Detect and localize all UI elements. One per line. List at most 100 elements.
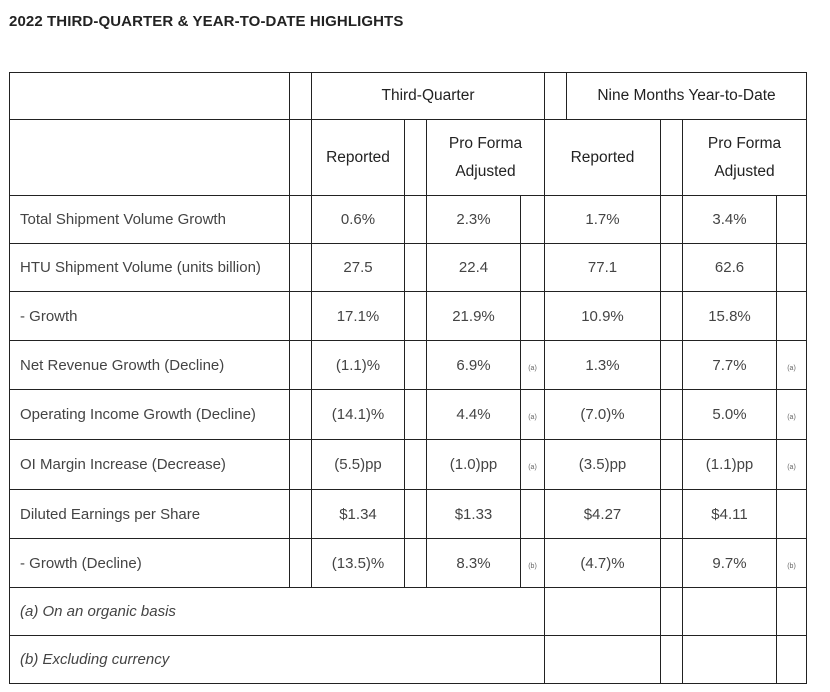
y-footnote-marker: (a) <box>776 389 807 440</box>
y-footnote-marker <box>776 291 807 341</box>
footnote-row: (b) Excluding currency <box>9 635 807 684</box>
q-reported-value: $1.34 <box>311 489 405 539</box>
y-footnote-marker <box>776 243 807 292</box>
spacer-cell <box>289 489 312 539</box>
y-pro-forma-line2: Adjusted <box>714 162 775 180</box>
y-reported-header: Reported <box>544 119 661 196</box>
footnote-text: (a) On an organic basis <box>9 587 545 636</box>
footnote-marker: (a) <box>528 364 537 372</box>
row-label: - Growth <box>9 291 290 341</box>
table-row: Diluted Earnings per Share $1.34 $1.33 $4.2… <box>9 489 807 539</box>
footnote-marker: (b) <box>787 562 796 570</box>
spacer-cell <box>660 195 683 244</box>
q-pro-forma-value: (1.0)pp <box>426 439 521 490</box>
spacer-cell <box>660 243 683 292</box>
spacer-cell <box>660 389 683 440</box>
q-footnote-marker <box>520 489 545 539</box>
row-label: Diluted Earnings per Share <box>9 489 290 539</box>
q-pro-forma-value: 8.3% <box>426 538 521 588</box>
q-footnote-marker <box>520 195 545 244</box>
page-title: 2022 THIRD-QUARTER & YEAR-TO-DATE HIGHLI… <box>9 13 404 30</box>
spacer-cell <box>289 340 312 390</box>
table-row: OI Margin Increase (Decrease) (5.5)pp (1.0… <box>9 439 807 490</box>
y-pro-forma-value: 62.6 <box>682 243 777 292</box>
q-reported-value: 0.6% <box>311 195 405 244</box>
q-footnote-marker: (b) <box>520 538 545 588</box>
q-pro-forma-line2: Adjusted <box>455 162 516 180</box>
table-row: Net Revenue Growth (Decline) (1.1)% 6.9% (a… <box>9 340 807 390</box>
q-reported-value: 17.1% <box>311 291 405 341</box>
row-label: Total Shipment Volume Growth <box>9 195 290 244</box>
footnote-marker: (a) <box>528 414 537 421</box>
spacer-cell <box>404 243 427 292</box>
footnote-marker: (a) <box>528 464 537 471</box>
y-reported-value: 1.7% <box>544 195 661 244</box>
q-pro-forma-header: Pro Forma Adjusted <box>426 119 545 196</box>
q-reported-header: Reported <box>311 119 405 196</box>
footnote-row: (a) On an organic basis <box>9 587 807 636</box>
row-label: Net Revenue Growth (Decline) <box>9 340 290 390</box>
y-reported-value: $4.27 <box>544 489 661 539</box>
y-footnote-marker: (a) <box>776 439 807 490</box>
spacer-cell <box>660 340 683 390</box>
spacer-cell <box>776 635 807 684</box>
header-row-periods: Third-Quarter Nine Months Year-to-Date <box>9 72 807 120</box>
spacer-cell <box>660 489 683 539</box>
q-footnote-marker: (a) <box>520 389 545 440</box>
q-pro-forma-value: 6.9% <box>426 340 521 390</box>
table-row: Total Shipment Volume Growth 0.6% 2.3% 1.7%… <box>9 195 807 244</box>
footnote-marker: (a) <box>787 364 796 372</box>
row-label: HTU Shipment Volume (units billion) <box>9 243 290 292</box>
spacer-cell <box>289 291 312 341</box>
y-pro-forma-value: 15.8% <box>682 291 777 341</box>
y-reported-value: (3.5)pp <box>544 439 661 490</box>
spacer-cell <box>404 195 427 244</box>
y-reported-value: (4.7)% <box>544 538 661 588</box>
spacer-cell <box>289 538 312 588</box>
spacer-cell <box>404 340 427 390</box>
y-footnote-marker <box>776 195 807 244</box>
header-row-columns: Reported Pro Forma Adjusted Reported Pro… <box>9 119 807 196</box>
q-pro-forma-value: 22.4 <box>426 243 521 292</box>
y-footnote-marker <box>776 489 807 539</box>
y-pro-forma-line1: Pro Forma <box>707 134 782 152</box>
table-row: - Growth 17.1% 21.9% 10.9% 15.8% <box>9 291 807 341</box>
q-reported-value: 27.5 <box>311 243 405 292</box>
y-pro-forma-value: 3.4% <box>682 195 777 244</box>
highlights-table: Third-Quarter Nine Months Year-to-Date R… <box>9 72 807 684</box>
spacer-cell <box>289 439 312 490</box>
row-label: OI Margin Increase (Decrease) <box>9 439 290 490</box>
y-footnote-marker: (a) <box>776 340 807 390</box>
y-pro-forma-value: 9.7% <box>682 538 777 588</box>
q-pro-forma-value: 2.3% <box>426 195 521 244</box>
spacer-cell <box>660 538 683 588</box>
y-pro-forma-header: Pro Forma Adjusted <box>682 119 807 196</box>
y-pro-forma-value: $4.11 <box>682 489 777 539</box>
q-footnote-marker: (a) <box>520 340 545 390</box>
q-reported-value: (1.1)% <box>311 340 405 390</box>
spacer-cell <box>404 439 427 490</box>
spacer-cell <box>404 489 427 539</box>
spacer-cell <box>289 389 312 440</box>
q-pro-forma-value: 21.9% <box>426 291 521 341</box>
spacer-cell <box>776 587 807 636</box>
spacer-cell <box>404 538 427 588</box>
row-label: - Growth (Decline) <box>9 538 290 588</box>
spacer-cell <box>660 587 683 636</box>
table-row: HTU Shipment Volume (units billion) 27.5 2… <box>9 243 807 292</box>
y-pro-forma-value: 7.7% <box>682 340 777 390</box>
q-reported-value: (13.5)% <box>311 538 405 588</box>
y-pro-forma-value: 5.0% <box>682 389 777 440</box>
q-pro-forma-line1: Pro Forma <box>448 134 523 152</box>
spacer-cell <box>404 389 427 440</box>
q-reported-value: (14.1)% <box>311 389 405 440</box>
spacer-cell <box>660 291 683 341</box>
y-reported-value: 1.3% <box>544 340 661 390</box>
spacer-cell <box>404 291 427 341</box>
q-pro-forma-value: $1.33 <box>426 489 521 539</box>
q-footnote-marker: (a) <box>520 439 545 490</box>
third-quarter-header: Third-Quarter <box>311 72 545 120</box>
footnote-text: (b) Excluding currency <box>9 635 545 684</box>
spacer-cell <box>544 635 661 684</box>
y-footnote-marker: (b) <box>776 538 807 588</box>
